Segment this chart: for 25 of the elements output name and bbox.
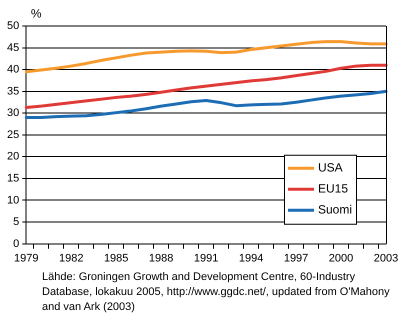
x-tick-label: 1979 xyxy=(14,252,38,264)
y-axis-title: % xyxy=(30,6,42,20)
y-tick-label: 10 xyxy=(6,194,20,206)
x-tick-label: 1991 xyxy=(194,252,218,264)
y-tick-label: 45 xyxy=(6,42,20,54)
legend-label: USA xyxy=(318,160,343,175)
y-tick-label: 25 xyxy=(6,128,20,141)
x-tick-label: 1997 xyxy=(284,252,308,264)
y-tick-label: 40 xyxy=(6,64,20,76)
y-tick-label: 15 xyxy=(6,172,20,184)
y-tick-label: 35 xyxy=(6,85,20,98)
y-tick-label: 20 xyxy=(6,150,20,163)
x-tick-label: 2000 xyxy=(328,252,354,264)
y-tick-label: 30 xyxy=(6,107,20,120)
text: Lähde: Groningen Growth and Development Centre, 60-Industry Database, lokakuu 2005, http://www.ggdc.net/, updated from O'Mahony and van Ark (2003) xyxy=(42,270,391,315)
x-tick-label: 1988 xyxy=(148,252,174,264)
y-tick-label: 0 xyxy=(13,238,20,250)
legend-label: EU15 xyxy=(318,182,348,196)
legend-label: Suomi xyxy=(318,202,352,217)
y-tick-label: 50 xyxy=(6,20,20,32)
x-tick-label: 1985 xyxy=(104,252,128,264)
x-tick-label: 2003 xyxy=(374,252,398,264)
y-tick-label: 5 xyxy=(13,216,20,228)
x-tick-label: 1994 xyxy=(238,252,264,264)
x-tick-label: 1982 xyxy=(58,252,84,264)
